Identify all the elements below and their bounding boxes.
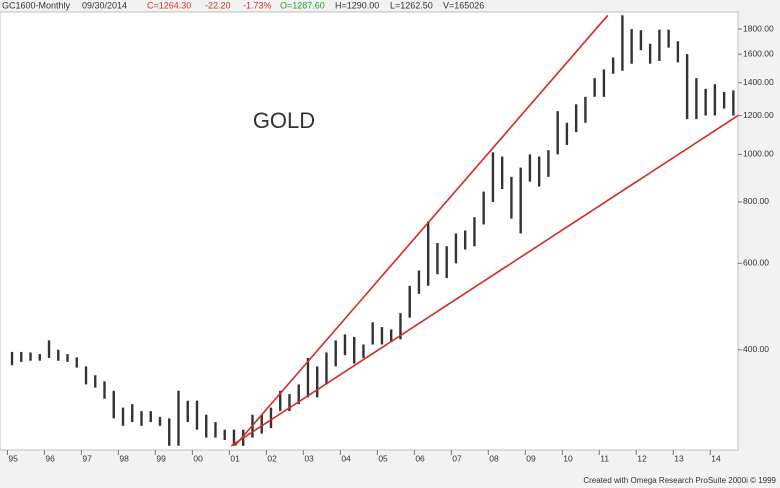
x-tick-label: 13	[674, 453, 684, 463]
x-tick-label: 08	[489, 453, 499, 463]
x-tick-label: 04	[341, 453, 351, 463]
x-tick-label: 10	[563, 453, 573, 463]
header-item: GC1600-Monthly	[2, 0, 71, 10]
header-item: H=1290.00	[335, 0, 379, 10]
x-tick-label: 97	[82, 453, 92, 463]
x-tick-label: 03	[304, 453, 314, 463]
y-tick-label: 1200.00	[743, 110, 774, 120]
x-tick-label: 12	[637, 453, 647, 463]
x-tick-label: 14	[711, 453, 721, 463]
y-tick-label: 800.00	[743, 196, 769, 206]
header-item: -1.73%	[243, 0, 272, 10]
x-tick-label: 00	[193, 453, 203, 463]
header-item: L=1262.50	[390, 0, 433, 10]
y-tick-label: 1600.00	[743, 48, 774, 58]
trendline	[230, 114, 739, 447]
header-item: C=1264.30	[147, 0, 191, 10]
y-tick-label: 400.00	[743, 344, 769, 354]
x-tick-label: 02	[267, 453, 277, 463]
x-tick-label: 11	[600, 453, 609, 463]
header-item: 09/30/2014	[82, 0, 127, 10]
x-tick-label: 09	[526, 453, 536, 463]
trendline	[234, 14, 609, 447]
footer: Created with Omega Research ProSuite 200…	[583, 476, 776, 485]
x-tick-label: 07	[452, 453, 462, 463]
header-item: O=1287.60	[280, 0, 325, 10]
chart-title: GOLD	[253, 108, 315, 133]
y-tick-label: 1000.00	[743, 149, 774, 159]
x-tick-label: 05	[378, 453, 388, 463]
y-tick-label: 1800.00	[743, 23, 774, 33]
x-tick-label: 95	[8, 453, 18, 463]
plot-area	[0, 11, 739, 451]
x-tick-label: 96	[45, 453, 55, 463]
x-tick-label: 98	[119, 453, 129, 463]
header-item: -22.20	[205, 0, 231, 10]
x-tick-label: 06	[415, 453, 425, 463]
x-tick-label: 99	[156, 453, 166, 463]
y-tick-label: 1400.00	[743, 77, 774, 87]
x-tick-label: 01	[230, 453, 240, 463]
header-item: V=165026	[443, 0, 484, 10]
y-tick-label: 600.00	[743, 258, 769, 268]
